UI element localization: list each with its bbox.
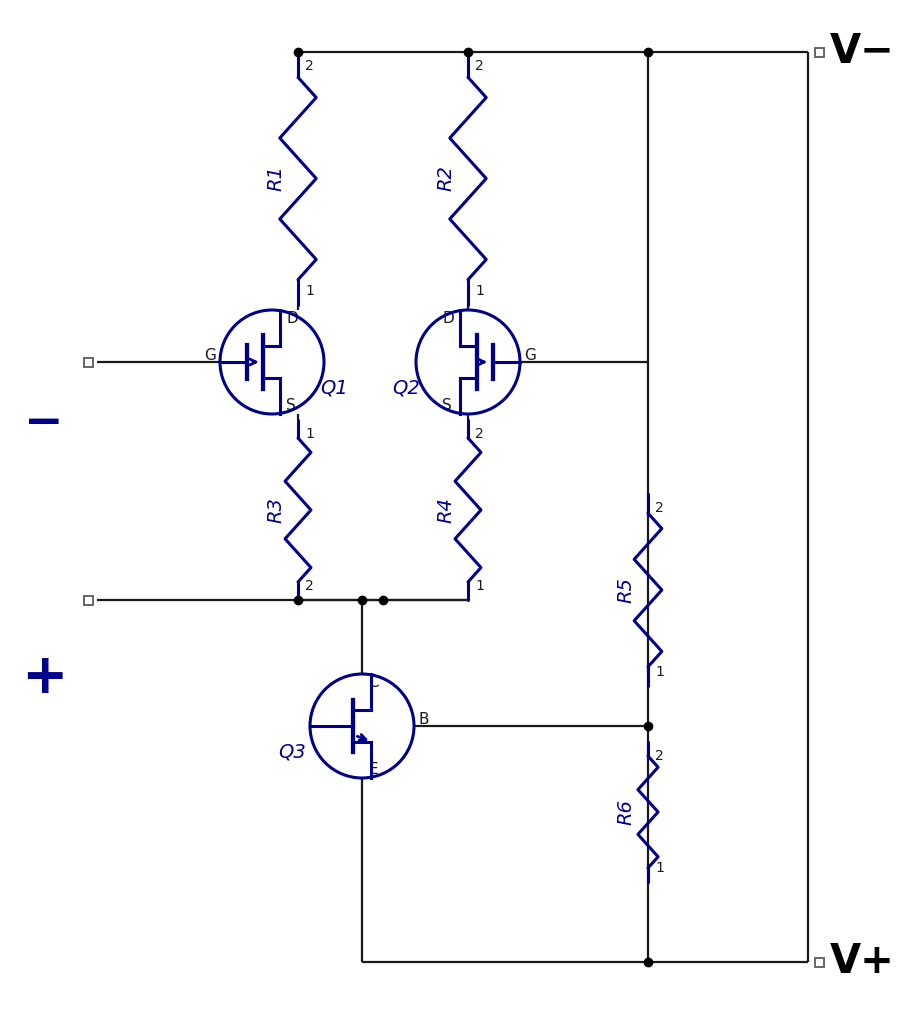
Text: −: − bbox=[24, 401, 64, 446]
Text: Q2: Q2 bbox=[393, 378, 420, 397]
Text: R1: R1 bbox=[267, 166, 286, 191]
Text: 1: 1 bbox=[305, 284, 314, 298]
Text: 1: 1 bbox=[655, 665, 664, 679]
Text: 1: 1 bbox=[475, 284, 484, 298]
Text: 2: 2 bbox=[655, 749, 664, 763]
Text: +: + bbox=[21, 651, 68, 705]
Text: D: D bbox=[286, 311, 298, 326]
Text: 1: 1 bbox=[475, 579, 484, 593]
Bar bbox=[814, 47, 824, 56]
Text: 2: 2 bbox=[475, 427, 484, 441]
Text: Q1: Q1 bbox=[320, 378, 348, 397]
Text: E: E bbox=[368, 762, 378, 777]
Bar bbox=[83, 596, 92, 604]
Text: C: C bbox=[368, 675, 379, 690]
Text: 2: 2 bbox=[305, 579, 314, 593]
Text: B: B bbox=[418, 713, 428, 727]
Text: 1: 1 bbox=[655, 861, 664, 874]
Text: 2: 2 bbox=[475, 59, 484, 73]
Text: G: G bbox=[205, 348, 216, 364]
Text: R4: R4 bbox=[436, 497, 456, 523]
Text: S: S bbox=[286, 398, 296, 413]
Text: R2: R2 bbox=[436, 166, 456, 191]
Text: 1: 1 bbox=[305, 427, 314, 441]
Text: S: S bbox=[442, 398, 452, 413]
Text: 2: 2 bbox=[305, 59, 314, 73]
Text: 2: 2 bbox=[655, 501, 664, 515]
Text: R6: R6 bbox=[616, 799, 635, 825]
Text: V+: V+ bbox=[830, 942, 895, 982]
Text: G: G bbox=[524, 348, 536, 364]
Text: Q3: Q3 bbox=[278, 742, 306, 761]
Text: D: D bbox=[442, 311, 454, 326]
Text: R3: R3 bbox=[267, 497, 286, 523]
Bar bbox=[814, 957, 824, 967]
Text: V−: V− bbox=[830, 32, 895, 72]
Text: R5: R5 bbox=[616, 578, 635, 603]
Bar bbox=[83, 357, 92, 367]
